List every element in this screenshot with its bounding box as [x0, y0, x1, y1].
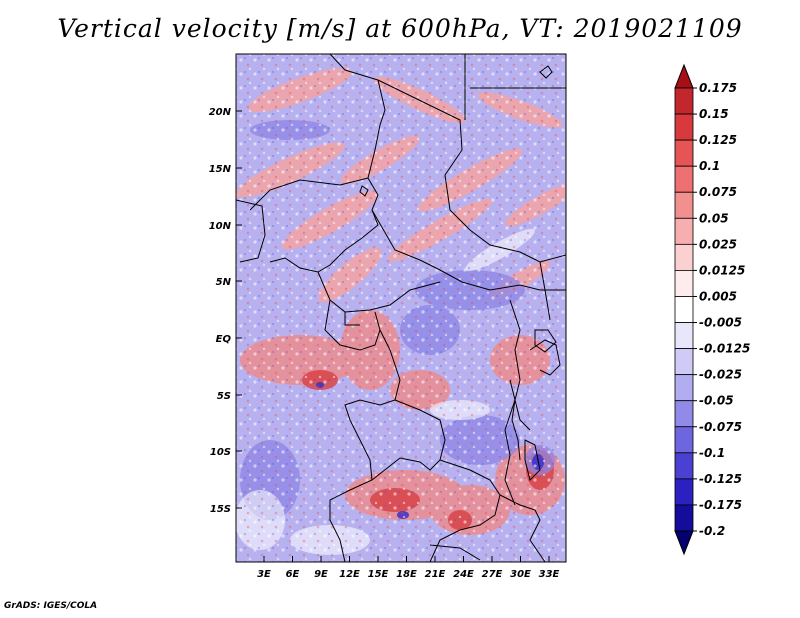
colorbar-swatch: [674, 478, 694, 506]
lon-label: 15E: [368, 569, 389, 580]
colorbar-label: 0.025: [699, 237, 737, 251]
colorbar-label: 0.075: [699, 185, 737, 199]
lat-label: 10S: [210, 447, 231, 458]
colorbar-swatch: [674, 191, 694, 219]
colorbar-label: -0.175: [699, 498, 742, 512]
colorbar-label: -0.0125: [699, 342, 750, 356]
lon-label: 24E: [453, 569, 474, 580]
colorbar-swatch: [674, 296, 694, 323]
lat-label: 15S: [210, 504, 231, 515]
colorbar-label: -0.125: [699, 472, 742, 486]
colorbar-label: -0.075: [699, 420, 742, 434]
colorbar-label: -0.005: [699, 316, 742, 330]
colorbar-swatch: [674, 243, 694, 271]
longitude-axis: 3E 6E 9E 12E 15E 18E 21E 24E 27E 30E 33E: [257, 556, 560, 580]
grads-credit: GrADS: IGES/COLA: [4, 601, 98, 611]
colorbar-swatch: [674, 165, 694, 193]
colorbar-label: 0.125: [699, 133, 737, 147]
colorbar-swatch: [674, 217, 694, 245]
colorbar-bottom-arrow: [674, 530, 694, 556]
colorbar-label: 0.15: [699, 107, 729, 121]
lon-label: 12E: [339, 569, 360, 580]
latitude-axis: 20N 15N 10N 5N EQ 5S 10S 15S: [209, 107, 242, 515]
lon-label: 30E: [510, 569, 531, 580]
map-frame: [235, 53, 567, 563]
lakes: [359, 65, 557, 481]
colorbar-swatch: [674, 87, 694, 115]
colorbar-swatch: [674, 113, 694, 141]
lat-label: 10N: [209, 221, 232, 232]
colorbar-swatch: [674, 322, 694, 349]
colorbar-label: 0.1: [699, 159, 720, 173]
colorbar-swatch: [674, 348, 694, 376]
colorbar-label: 0.005: [699, 289, 737, 303]
lon-label: 21E: [425, 569, 446, 580]
lat-label: 20N: [209, 107, 232, 118]
lat-label: 15N: [209, 164, 232, 175]
country-borders: [236, 54, 566, 562]
lat-label: 5S: [217, 391, 231, 402]
lat-label: EQ: [216, 334, 232, 345]
velocity-field: [236, 54, 566, 562]
lon-label: 18E: [396, 569, 417, 580]
lon-label: 3E: [257, 569, 271, 580]
colorbar-swatch: [674, 270, 694, 297]
colorbar-label: 0.175: [699, 81, 737, 95]
colorbar-label: -0.05: [699, 394, 734, 408]
lon-label: 33E: [539, 569, 560, 580]
colorbar-top-arrow: [674, 63, 694, 89]
colorbar-swatch: [674, 400, 694, 428]
colorbar: 0.175 0.15 0.125 0.1 0.075 0.05 0.025 0.0125 0.0…: [674, 63, 750, 556]
colorbar-swatch: [674, 374, 694, 402]
map-title: Vertical velocity [m/s] at 600hPa, VT: 2…: [57, 14, 743, 43]
lat-label: 5N: [216, 277, 232, 288]
colorbar-swatch: [674, 426, 694, 454]
colorbar-swatch: [674, 504, 694, 532]
colorbar-label: -0.2: [699, 524, 725, 538]
lon-label: 6E: [286, 569, 300, 580]
colorbar-swatch: [674, 452, 694, 480]
colorbar-label: 0.0125: [699, 263, 745, 277]
colorbar-label: 0.05: [699, 211, 729, 225]
colorbar-label: -0.1: [699, 446, 725, 460]
colorbar-label: -0.025: [699, 368, 742, 382]
lon-label: 9E: [314, 569, 328, 580]
lon-label: 27E: [482, 569, 503, 580]
colorbar-swatch: [674, 139, 694, 167]
